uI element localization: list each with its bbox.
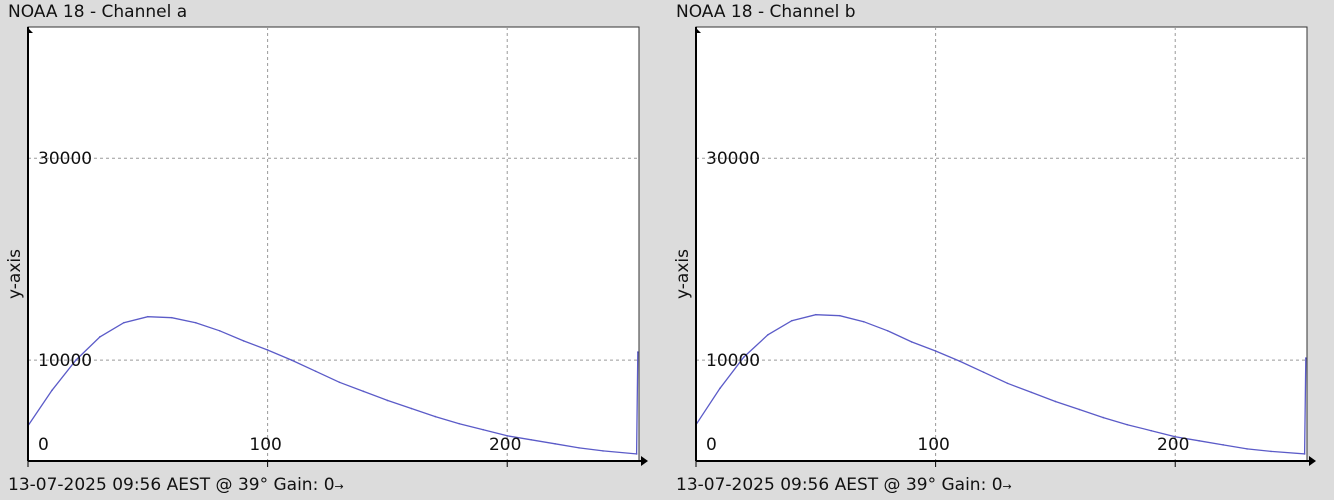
x-tick-label: 0 bbox=[706, 435, 717, 455]
x-tick-label: 100 bbox=[249, 435, 281, 455]
y-axis-label: y-axis bbox=[5, 249, 25, 299]
data-point bbox=[1126, 423, 1129, 426]
data-point bbox=[530, 439, 532, 441]
x-tick-label: 200 bbox=[1157, 435, 1189, 455]
y-axis-arrow bbox=[695, 27, 701, 33]
data-point bbox=[218, 330, 221, 332]
data-point bbox=[170, 316, 173, 319]
data-point bbox=[1030, 391, 1033, 394]
data-point bbox=[1078, 408, 1081, 411]
data-point bbox=[1303, 453, 1306, 455]
plot-area bbox=[27, 26, 640, 462]
footer-text: 13-07-2025 09:56 AEST @ 39° Gain: 0 bbox=[8, 475, 335, 495]
y-tick-label: 30000 bbox=[38, 149, 92, 169]
panel-channel-b: NOAA 18 - Channel b 0 100 200 10000 30000 y-a… bbox=[668, 0, 1316, 500]
status-footer: 13-07-2025 09:56 AEST @ 39° Gain: 0→ bbox=[8, 475, 344, 495]
data-point bbox=[554, 443, 556, 445]
data-point bbox=[815, 313, 817, 316]
data-point bbox=[1246, 448, 1248, 450]
data-point bbox=[1054, 400, 1057, 403]
data-point bbox=[1006, 382, 1009, 385]
x-tick-label: 0 bbox=[38, 435, 49, 455]
status-footer: 13-07-2025 09:56 AEST @ 39° Gain: 0→ bbox=[676, 475, 1012, 495]
data-point bbox=[434, 415, 437, 418]
data-point bbox=[1222, 444, 1224, 446]
chart-title: NOAA 18 - Channel a bbox=[8, 2, 188, 22]
data-point bbox=[75, 359, 77, 361]
x-tick-label: 100 bbox=[917, 435, 949, 455]
data-point bbox=[838, 314, 841, 317]
x-axis-arrow bbox=[641, 456, 648, 466]
data-point bbox=[910, 341, 913, 343]
data-point bbox=[123, 321, 125, 324]
data-point bbox=[934, 350, 937, 352]
chart-title: NOAA 18 - Channel b bbox=[676, 2, 856, 22]
y-axis-label: y-axis bbox=[673, 249, 693, 299]
data-point bbox=[982, 371, 985, 373]
data-point bbox=[791, 319, 793, 322]
footer-suffix: → bbox=[1002, 480, 1012, 493]
footer-suffix: → bbox=[334, 480, 344, 493]
data-point bbox=[290, 359, 293, 361]
panel-channel-a: NOAA 18 - Channel a 0 100 200 10000 30000 y-a… bbox=[0, 0, 648, 500]
data-point bbox=[1198, 440, 1200, 442]
data-point bbox=[410, 407, 413, 410]
data-point bbox=[506, 434, 509, 437]
x-tick-label: 200 bbox=[489, 435, 521, 455]
footer-text: 13-07-2025 09:56 AEST @ 39° Gain: 0 bbox=[676, 475, 1003, 495]
data-point bbox=[743, 356, 745, 358]
chart-plot: 0 100 200 10000 30000 y-axis bbox=[673, 26, 1316, 467]
y-tick-label: 30000 bbox=[706, 149, 760, 169]
y-axis-arrow bbox=[27, 27, 33, 33]
data-point bbox=[1150, 429, 1153, 432]
data-point bbox=[719, 387, 721, 390]
data-point bbox=[862, 320, 865, 323]
data-point bbox=[338, 381, 341, 384]
data-point bbox=[958, 360, 961, 362]
data-point bbox=[314, 370, 317, 372]
data-point bbox=[578, 447, 580, 449]
data-point bbox=[266, 349, 269, 351]
data-point bbox=[362, 390, 365, 393]
data-point bbox=[635, 453, 638, 455]
y-tick-label: 10000 bbox=[706, 351, 760, 371]
data-point bbox=[194, 321, 197, 324]
y-tick-label: 10000 bbox=[38, 351, 92, 371]
data-point bbox=[886, 330, 889, 332]
data-point bbox=[242, 340, 245, 342]
data-point bbox=[1305, 357, 1307, 359]
data-point bbox=[458, 422, 461, 425]
data-point bbox=[1174, 435, 1177, 438]
data-point bbox=[147, 315, 149, 318]
data-point bbox=[602, 450, 604, 452]
data-point bbox=[1102, 416, 1105, 419]
data-point bbox=[767, 334, 769, 336]
chart-plot: 0 100 200 10000 30000 y-axis bbox=[5, 26, 648, 467]
plot-area bbox=[695, 26, 1308, 462]
data-point bbox=[1270, 450, 1272, 453]
data-point bbox=[51, 389, 53, 392]
data-point bbox=[482, 428, 485, 431]
data-point bbox=[99, 336, 101, 338]
data-point bbox=[386, 399, 389, 402]
data-point bbox=[637, 351, 639, 353]
x-axis-arrow bbox=[1309, 456, 1316, 466]
